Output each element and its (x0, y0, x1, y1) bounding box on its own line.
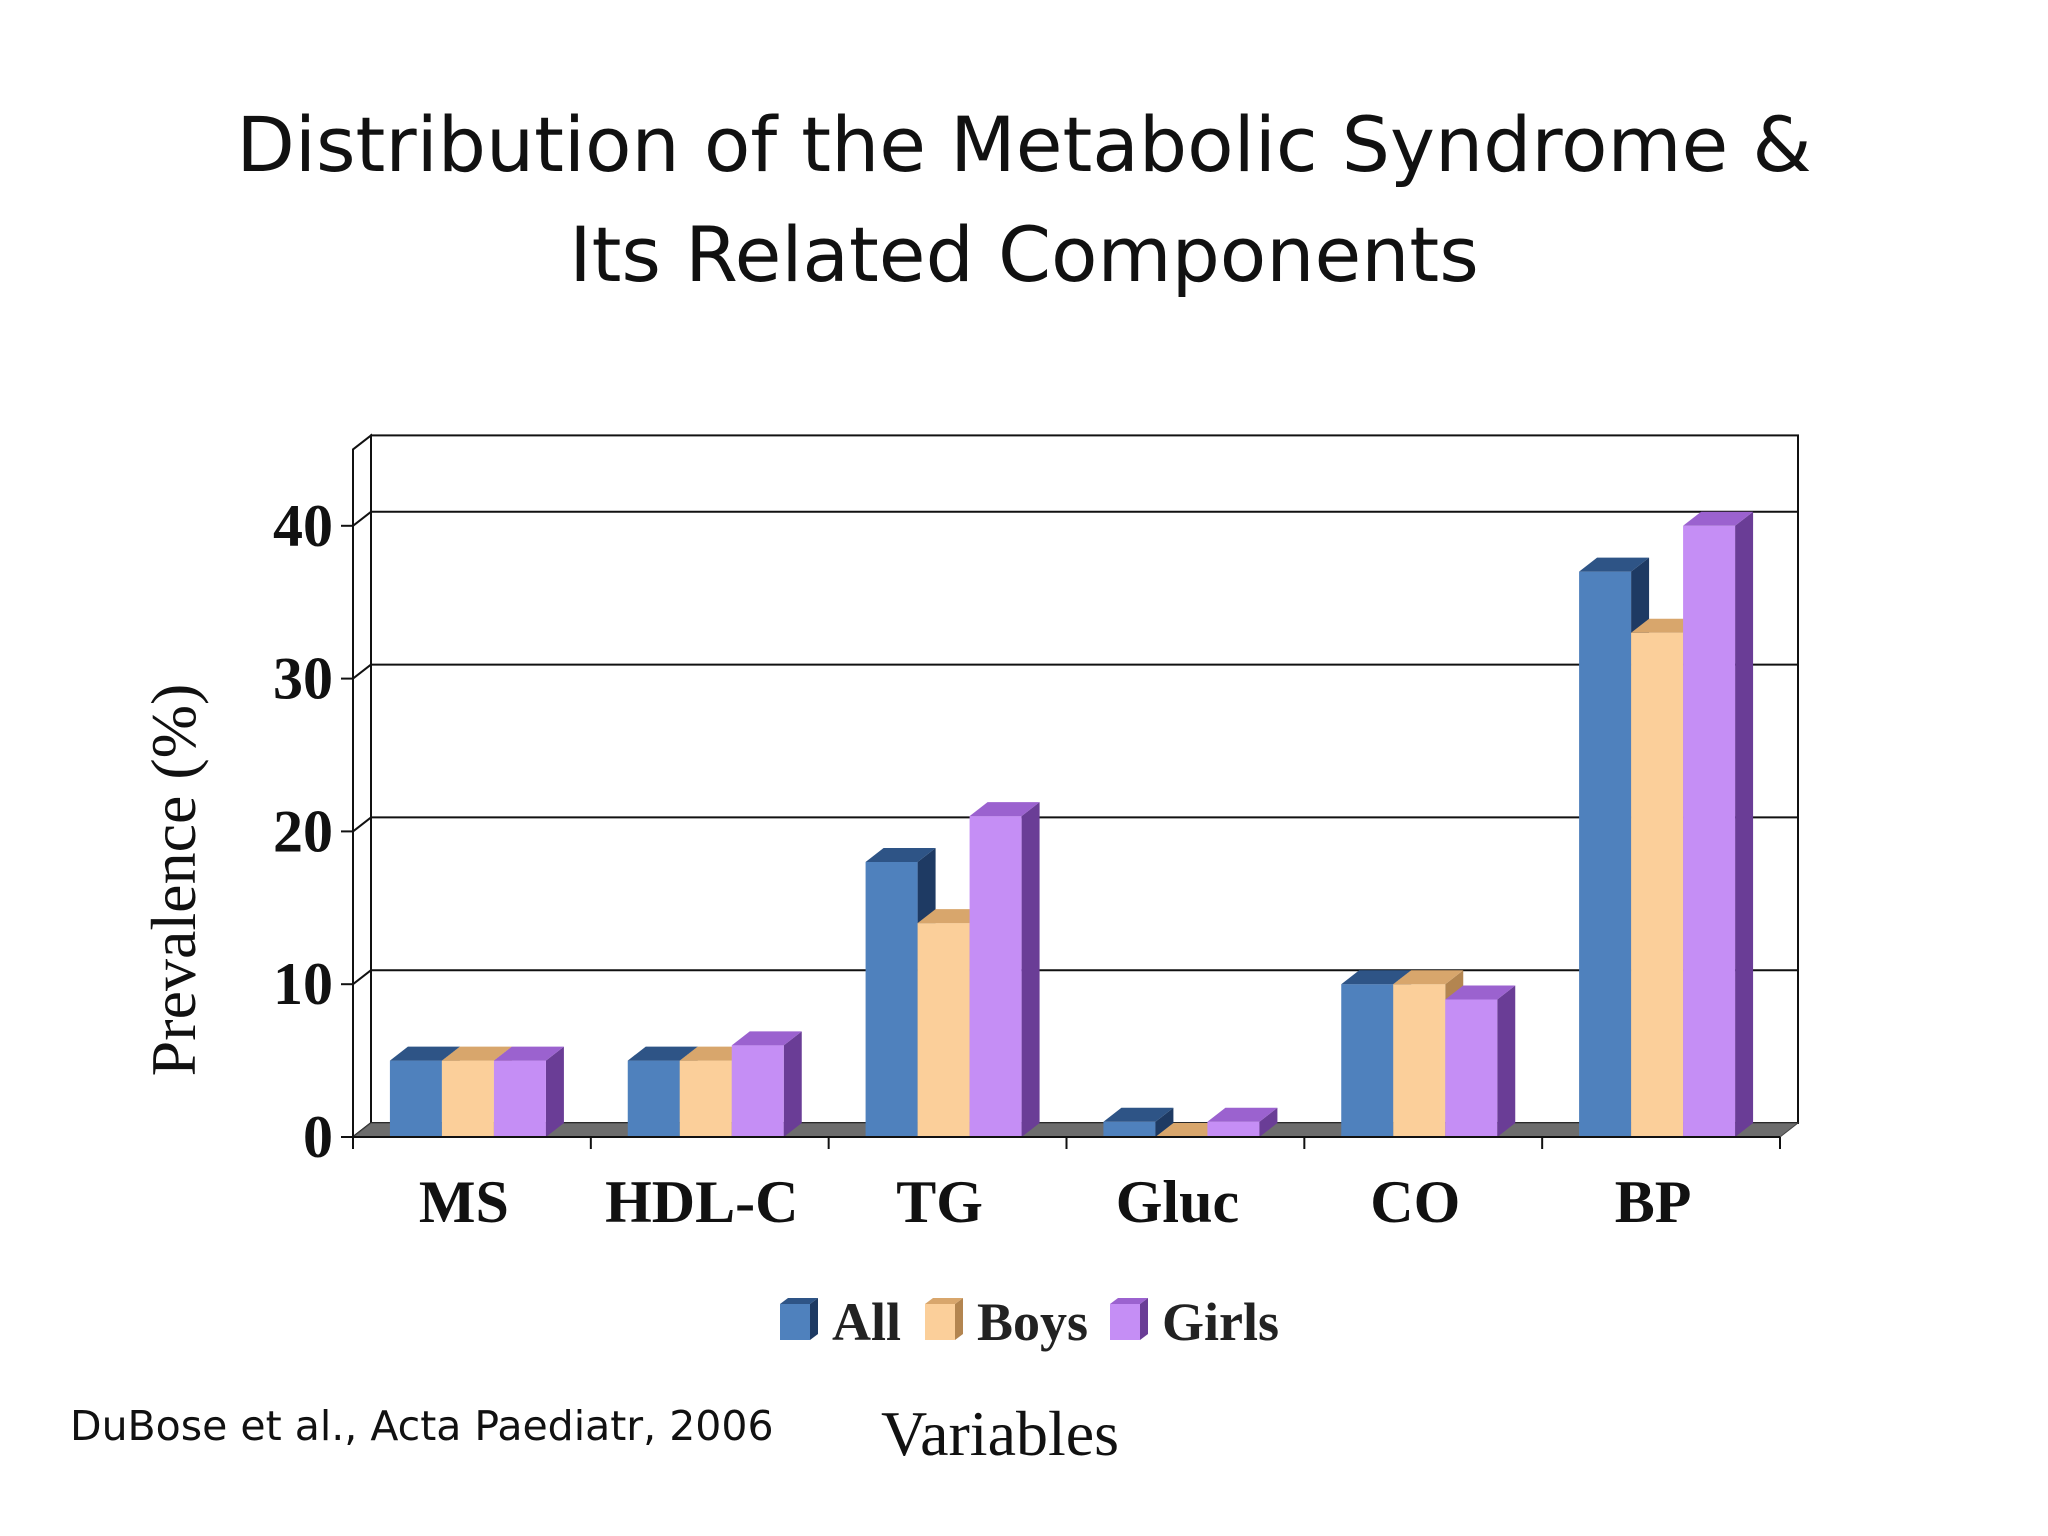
bar-co-girls (1445, 985, 1516, 1137)
legend-label: All (832, 1292, 901, 1352)
x-tick-label: MS (419, 1169, 509, 1235)
gridline-side (352, 663, 372, 680)
legend-label: Boys (977, 1292, 1088, 1352)
legend-label: Girls (1162, 1292, 1279, 1352)
x-axis-title: Variables (881, 1398, 1119, 1469)
y-tick-label: 10 (273, 951, 333, 1017)
bar-tg-girls (969, 802, 1040, 1137)
bar-bp-girls (1683, 511, 1754, 1137)
bar-gluc-girls (1207, 1107, 1278, 1137)
side-wall (352, 433, 372, 1140)
chart-bars (389, 511, 1754, 1138)
x-tick-labels: MS HDL-C TG Gluc CO BP (419, 1169, 1692, 1235)
source-citation: DuBose et al., Acta Paediatr, 2006 (70, 1402, 774, 1450)
x-tick-label: TG (896, 1169, 983, 1235)
bar-gluc-all (1103, 1107, 1174, 1137)
gridline-side (352, 511, 372, 527)
legend-item-all: All (780, 1292, 901, 1352)
bar-hdl-c-girls (731, 1031, 802, 1137)
y-tick-label: 20 (273, 798, 333, 864)
y-tick-label: 30 (273, 646, 333, 712)
back-wall (370, 434, 1799, 1124)
legend-swatch (780, 1304, 810, 1340)
slide-title-line-1: Distribution of the Metabolic Syndrome & (236, 100, 1812, 189)
y-tick-label: 40 (273, 493, 333, 559)
legend: All Boys Girls (780, 1292, 1279, 1352)
legend-swatch (1110, 1304, 1140, 1340)
slide-title-line-2: Its Related Components (569, 210, 1479, 299)
gridline-side (352, 816, 372, 833)
chart-walls (352, 433, 1799, 1140)
legend-item-girls: Girls (1110, 1292, 1279, 1352)
gridline-side (352, 969, 372, 985)
x-tick-label: BP (1615, 1169, 1692, 1235)
x-tick-label: Gluc (1116, 1169, 1239, 1235)
y-tick-labels: 0 10 20 30 40 (273, 493, 333, 1170)
chart-gridlines (352, 510, 1798, 985)
x-tick-label: CO (1370, 1169, 1460, 1235)
bar-ms-girls (493, 1046, 564, 1137)
chart-axes (341, 449, 1781, 1149)
x-tick-label: HDL-C (605, 1169, 798, 1235)
y-axis-title: Prevalence (%) (138, 684, 209, 1077)
legend-swatch (925, 1304, 955, 1340)
legend-item-boys: Boys (925, 1292, 1088, 1352)
y-tick-label: 0 (303, 1104, 333, 1170)
